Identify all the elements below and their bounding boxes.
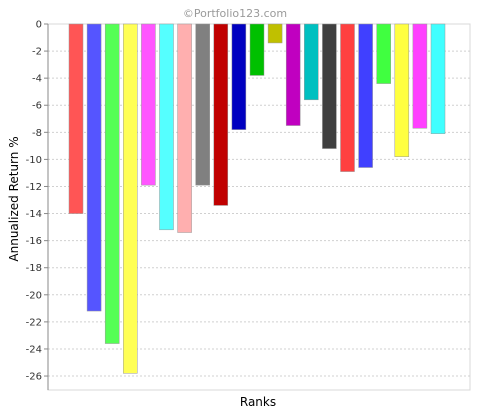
bar xyxy=(68,23,84,214)
y-tick-label: -6 xyxy=(32,101,42,112)
bar xyxy=(104,23,120,344)
bar xyxy=(141,23,156,186)
bar xyxy=(231,23,247,130)
y-tick-label: -14 xyxy=(26,209,42,220)
bar xyxy=(285,23,301,126)
y-tick-label: -24 xyxy=(26,344,42,355)
bar xyxy=(376,23,391,84)
bar xyxy=(412,23,428,129)
bar xyxy=(86,23,102,312)
y-tick-label: 0 xyxy=(36,20,42,31)
bars xyxy=(68,23,446,374)
bar xyxy=(322,23,337,149)
y-tick-label: -16 xyxy=(26,236,42,247)
y-tick-label: -26 xyxy=(26,372,42,383)
bar xyxy=(177,23,192,233)
bar xyxy=(340,23,355,172)
watermark-text: ©Portfolio123.com xyxy=(183,7,287,20)
bar xyxy=(249,23,265,76)
y-axis-label: Annualized Return % xyxy=(7,136,21,261)
y-tick-label: -12 xyxy=(26,182,42,193)
bar xyxy=(213,23,229,206)
y-axis-ticks: 0 -2 -4 -6 -8 -10 -12 -14 -16 -18 -20 -22 -24 -26 xyxy=(26,20,48,383)
bar xyxy=(358,23,373,168)
bar xyxy=(304,23,319,101)
y-tick-label: -18 xyxy=(26,263,42,274)
y-tick-label: -20 xyxy=(26,290,42,301)
bar xyxy=(267,23,283,44)
y-tick-label: -2 xyxy=(32,47,42,58)
bar xyxy=(195,23,210,186)
bar xyxy=(394,23,410,157)
y-tick-label: -4 xyxy=(32,74,42,85)
bar xyxy=(123,23,138,374)
bar xyxy=(159,23,174,231)
bar xyxy=(430,23,446,134)
y-tick-label: -22 xyxy=(26,317,42,328)
x-axis-label: Ranks xyxy=(240,395,276,409)
y-tick-label: -10 xyxy=(26,155,42,166)
y-tick-label: -8 xyxy=(32,128,42,139)
